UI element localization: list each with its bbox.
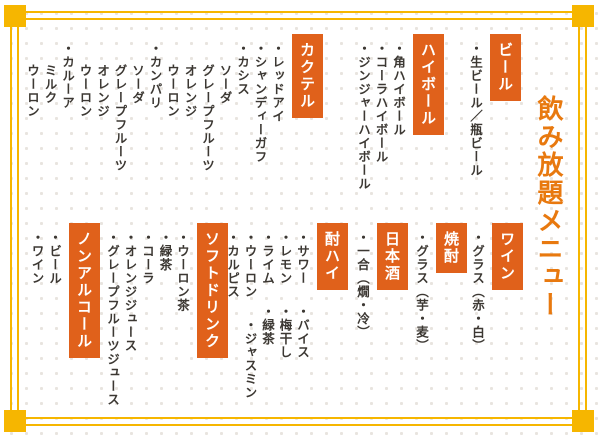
menu-item: ・カンパリ <box>147 42 163 110</box>
menu-item: ・ビール <box>47 231 62 285</box>
menu-sub-item: ソーダ <box>130 64 145 105</box>
menu-sub-item: ウーロン <box>165 64 180 118</box>
menu-item: ・梅干し <box>277 305 293 359</box>
section-nonalcohol: ノンアルコール ・ビール ・ワイン <box>25 223 100 368</box>
menu-item: ・ワイン <box>29 231 45 285</box>
menu-item: ・角ハイボール <box>391 42 406 137</box>
menu-item: ・グラス（赤・白） <box>470 231 485 353</box>
menu-sub-item: ウーロン <box>77 64 93 118</box>
section-sake: 日本酒 ・一合（燗・冷） <box>351 223 408 368</box>
section-beer-label: ビール <box>490 34 521 101</box>
menu-item: ・生ビール／瓶ビール <box>468 42 483 177</box>
menu-item: ・サワー <box>295 231 310 285</box>
section-shochu: 焼酎 ・グラス（芋・麦） <box>410 223 467 368</box>
menu-item: ・オレンジジュース <box>122 231 138 353</box>
menu-sub-item: オレンジ <box>95 64 110 118</box>
menu-item-column: ・ウーロン・ジャスミン <box>242 223 258 408</box>
section-wine: ワイン ・グラス（赤・白） <box>466 223 523 368</box>
section-beer: ビール ・生ビール／瓶ビール <box>464 34 521 194</box>
menu-item: ・カルピス <box>225 231 240 299</box>
menu-item: ・カルーア <box>60 42 75 110</box>
menu-item: ・グラス（芋・麦） <box>414 231 429 353</box>
menu-item: ・ウーロン <box>242 231 258 299</box>
menu-item: ・ウーロン茶 <box>175 231 190 312</box>
menu-item: ・カシス <box>235 42 250 96</box>
menu-item-column: ・サワー・バイス <box>295 223 310 408</box>
menu-item-column: ・ライム・緑茶 <box>260 223 275 408</box>
menu-item: ・ジンジャーハイボール <box>356 42 371 191</box>
menu-item-column: ・レモン・梅干し <box>277 223 293 408</box>
menu-sub-item: ソーダ <box>217 64 233 105</box>
page-title: 飲み放題メニュー <box>533 95 563 319</box>
menu-item: ・シャンディーガフ <box>252 42 268 164</box>
section-chuhai: 酎ハイ ・サワー・バイス ・レモン・梅干し ・ライム・緑茶 ・ウーロン・ジャスミ… <box>221 223 348 408</box>
menu-item: ・緑茶 <box>260 305 275 346</box>
section-nonalcohol-label: ノンアルコール <box>69 223 100 358</box>
border-frame-inner <box>17 18 580 419</box>
section-wine-label: ワイン <box>492 223 523 290</box>
section-sake-label: 日本酒 <box>377 223 408 290</box>
corner-ornament-top-left <box>4 5 26 27</box>
menu-item-column: ・カルピス <box>225 223 240 408</box>
menu-item: ・一合（燗・冷） <box>355 231 370 339</box>
menu-item: ・緑茶 <box>157 231 173 272</box>
section-cocktail: カクテル ・レッドアイ ・シャンディーガフ ・カシス ソーダ グレープフルーツ … <box>21 34 323 209</box>
menu-sub-item: グレープフルーツ <box>200 64 215 172</box>
corner-ornament-bottom-right <box>572 410 594 432</box>
menu-item: ・コーラ <box>140 231 155 285</box>
section-softdrink-label: ソフトドリンク <box>197 223 228 358</box>
menu-item: ・レッドアイ <box>270 42 285 123</box>
menu-item: ・バイス <box>295 305 310 359</box>
menu-item: ・コーラハイボール <box>373 42 389 164</box>
border-frame-outer <box>10 11 587 426</box>
section-softdrink: ソフトドリンク ・ウーロン茶 ・緑茶 ・コーラ ・オレンジジュース ・グレープフ… <box>101 223 228 413</box>
section-highball: ハイボール ・角ハイボール ・コーラハイボール ・ジンジャーハイボール <box>352 34 444 199</box>
section-highball-label: ハイボール <box>413 34 444 135</box>
corner-ornament-bottom-left <box>4 410 26 432</box>
menu-sub-item: ウーロン <box>25 64 40 118</box>
menu-item: ・ライム <box>260 231 275 285</box>
menu-sub-item: ミルク <box>42 64 58 105</box>
menu-sub-item: オレンジ <box>182 64 198 118</box>
corner-ornament-top-right <box>572 5 594 27</box>
menu-sub-item: グレープフルーツ <box>112 64 128 172</box>
section-cocktail-label: カクテル <box>292 34 323 118</box>
menu-item: ・グレープフルーツジュース <box>105 231 120 407</box>
menu-item: ・ジャスミン <box>242 318 258 400</box>
section-shochu-label: 焼酎 <box>436 223 467 273</box>
section-chuhai-label: 酎ハイ <box>317 223 348 290</box>
menu-item: ・レモン <box>277 231 293 285</box>
